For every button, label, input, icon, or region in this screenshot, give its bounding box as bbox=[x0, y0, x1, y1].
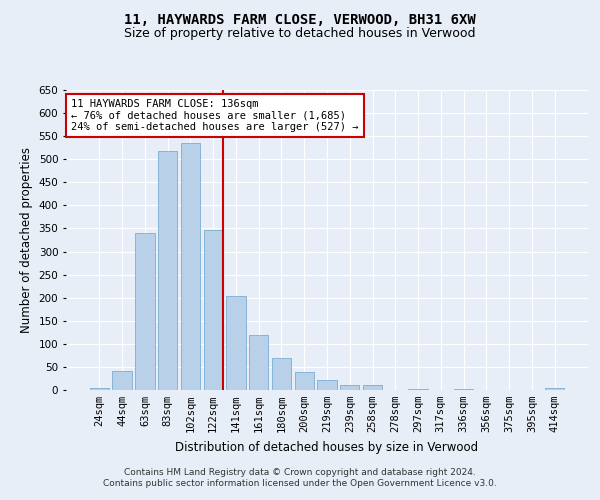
Bar bbox=[409, 388, 428, 390]
Bar bbox=[295, 372, 314, 390]
Bar bbox=[112, 370, 132, 390]
Bar bbox=[203, 230, 223, 390]
Bar bbox=[226, 296, 245, 390]
X-axis label: Distribution of detached houses by size in Verwood: Distribution of detached houses by size … bbox=[175, 440, 479, 454]
Bar bbox=[272, 358, 291, 390]
Bar bbox=[158, 152, 178, 390]
Bar bbox=[340, 385, 359, 390]
Text: 11, HAYWARDS FARM CLOSE, VERWOOD, BH31 6XW: 11, HAYWARDS FARM CLOSE, VERWOOD, BH31 6… bbox=[124, 12, 476, 26]
Bar bbox=[135, 233, 155, 390]
Bar bbox=[363, 385, 382, 390]
Y-axis label: Number of detached properties: Number of detached properties bbox=[20, 147, 33, 333]
Bar bbox=[545, 388, 564, 390]
Bar bbox=[90, 388, 109, 390]
Text: Contains HM Land Registry data © Crown copyright and database right 2024.
Contai: Contains HM Land Registry data © Crown c… bbox=[103, 468, 497, 487]
Text: Size of property relative to detached houses in Verwood: Size of property relative to detached ho… bbox=[124, 28, 476, 40]
Bar bbox=[181, 143, 200, 390]
Bar bbox=[317, 380, 337, 390]
Bar bbox=[249, 335, 268, 390]
Text: 11 HAYWARDS FARM CLOSE: 136sqm
← 76% of detached houses are smaller (1,685)
24% : 11 HAYWARDS FARM CLOSE: 136sqm ← 76% of … bbox=[71, 99, 359, 132]
Bar bbox=[454, 389, 473, 390]
